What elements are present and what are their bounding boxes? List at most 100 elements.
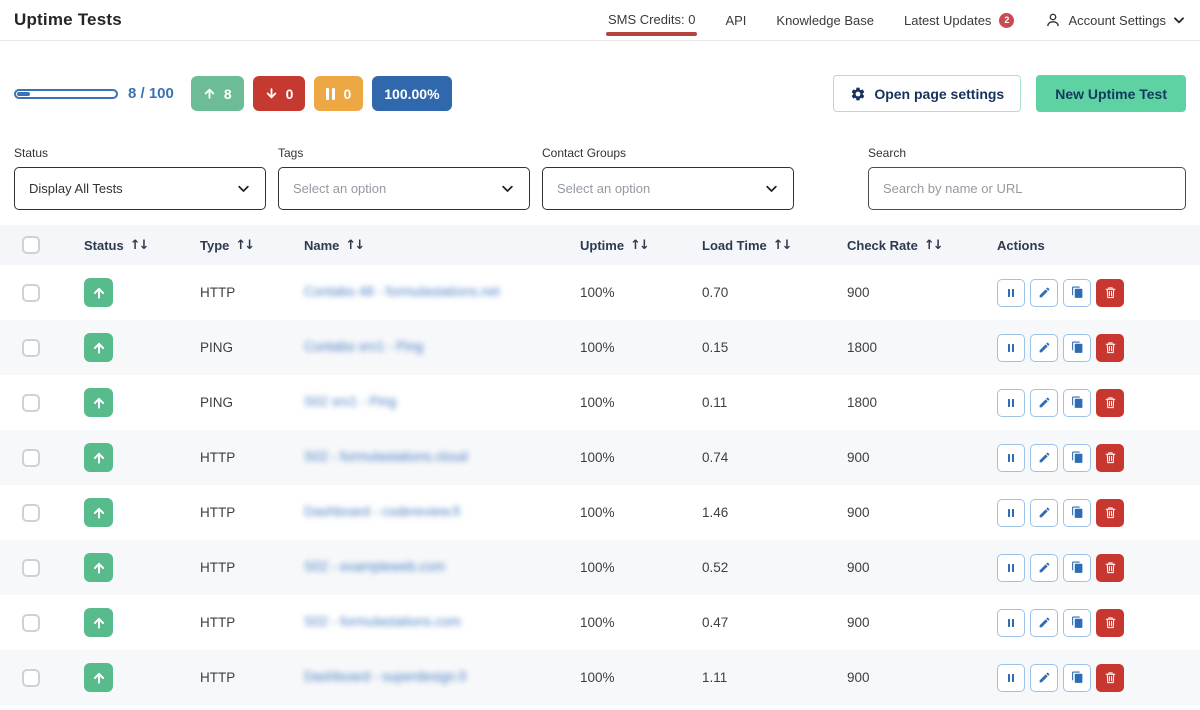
new-uptime-test-button[interactable]: New Uptime Test [1036,75,1186,112]
row-checkbox[interactable] [22,283,40,302]
test-type: HTTP [200,560,236,575]
column-header-check-rate[interactable]: Check Rate ↑↓ [847,237,944,253]
row-checkbox[interactable] [22,338,40,357]
edit-test-button[interactable] [1030,278,1058,307]
copy-icon [1071,396,1082,408]
column-header-type[interactable]: Type ↑↓ [200,237,255,253]
test-name-link[interactable]: S02 srv1 - Ping [304,393,397,409]
pause-test-button[interactable] [997,498,1025,527]
arrow-up-icon [93,287,104,299]
status-up-badge[interactable] [84,388,113,417]
search-input[interactable] [868,167,1186,210]
delete-test-button[interactable] [1096,388,1124,417]
status-filter-label: Status [14,146,49,160]
copy-test-button[interactable] [1063,553,1091,582]
test-uptime: 100% [580,670,615,685]
nav-sms-credits[interactable]: SMS Credits: 0 [606,11,698,36]
edit-icon [1039,452,1049,463]
column-header-name[interactable]: Name ↑↓ [304,237,365,253]
column-header-load-time[interactable]: Load Time ↑↓ [702,237,793,253]
pause-test-button[interactable] [997,443,1025,472]
edit-test-button[interactable] [1030,443,1058,472]
copy-test-button[interactable] [1063,443,1091,472]
copy-icon [1071,341,1082,353]
edit-test-button[interactable] [1030,608,1058,637]
status-filter-select[interactable]: Display All Tests [14,167,266,210]
uptime-percent: 100.00% [384,85,440,102]
delete-test-button[interactable] [1096,663,1124,692]
row-actions [985,443,1188,472]
nav-latest-updates[interactable]: Latest Updates 2 [904,12,1015,28]
row-checkbox[interactable] [22,668,40,687]
copy-test-button[interactable] [1063,278,1091,307]
column-header-status[interactable]: Status ↑↓ [84,237,150,253]
nav-api[interactable]: API [725,12,747,28]
column-header-uptime[interactable]: Uptime ↑↓ [580,237,650,253]
edit-test-button[interactable] [1030,498,1058,527]
tags-filter-select[interactable]: Select an option [278,167,530,210]
uptime-tests-table: Status ↑↓ Type ↑↓ Name ↑↓ Uptime ↑↓ Load… [0,225,1200,705]
status-up-badge[interactable] [84,663,113,692]
status-up-badge[interactable] [84,553,113,582]
test-name-link[interactable]: S02 - formulastations.cloud [304,448,468,464]
test-name-link[interactable]: Contabo srv1 - Ping [304,338,424,354]
delete-test-button[interactable] [1096,553,1124,582]
sort-icon: ↑↓ [235,237,255,253]
down-tests-badge[interactable]: 0 [252,76,306,111]
select-all-checkbox[interactable] [22,236,40,254]
test-name-link[interactable]: Contabo 48 - formulastations.net [304,283,500,299]
pause-test-button[interactable] [997,278,1025,307]
row-checkbox[interactable] [22,393,40,412]
status-up-badge[interactable] [84,278,113,307]
status-up-badge[interactable] [84,498,113,527]
status-up-badge[interactable] [84,443,113,472]
test-load-time: 0.52 [702,560,729,575]
edit-test-button[interactable] [1030,553,1058,582]
delete-icon [1105,342,1115,354]
delete-test-button[interactable] [1096,333,1124,362]
delete-icon [1105,452,1115,464]
test-name-link[interactable]: S02 - formulastations.com [304,613,461,629]
row-checkbox[interactable] [22,613,40,632]
row-checkbox[interactable] [22,558,40,577]
copy-test-button[interactable] [1063,333,1091,362]
pause-test-button[interactable] [997,388,1025,417]
quota-progress-bar [14,88,118,99]
copy-test-button[interactable] [1063,608,1091,637]
copy-test-button[interactable] [1063,498,1091,527]
open-page-settings-button[interactable]: Open page settings [833,75,1022,112]
delete-test-button[interactable] [1096,443,1124,472]
edit-test-button[interactable] [1030,333,1058,362]
pause-test-button[interactable] [997,608,1025,637]
quota-text: 8 / 100 [128,85,174,102]
test-load-time: 0.11 [702,395,728,410]
edit-test-button[interactable] [1030,663,1058,692]
edit-test-button[interactable] [1030,388,1058,417]
copy-test-button[interactable] [1063,388,1091,417]
nav-account-settings[interactable]: Account Settings [1044,11,1186,29]
status-up-badge[interactable] [84,608,113,637]
uptime-percent-badge[interactable]: 100.00% [372,76,452,111]
pause-icon [1008,563,1014,572]
up-tests-badge[interactable]: 8 [190,76,244,111]
test-type: PING [200,395,234,410]
row-checkbox[interactable] [22,503,40,522]
delete-test-button[interactable] [1096,498,1124,527]
delete-test-button[interactable] [1096,278,1124,307]
status-up-badge[interactable] [84,333,113,362]
delete-test-button[interactable] [1096,608,1124,637]
nav-knowledge-base[interactable]: Knowledge Base [776,12,874,28]
contact-groups-filter-select[interactable]: Select an option [542,167,794,210]
row-actions [985,278,1188,307]
pause-test-button[interactable] [997,333,1025,362]
test-name-link[interactable]: Dashboard - superdesign.fi [304,668,467,684]
column-header-actions: Actions [997,237,1045,253]
test-name-link[interactable]: S02 - exampleweb.com [304,558,446,574]
copy-test-button[interactable] [1063,663,1091,692]
test-name-link[interactable]: Dashboard - codereview.fi [304,503,461,519]
pause-test-button[interactable] [997,553,1025,582]
paused-tests-badge[interactable]: 0 [314,76,364,111]
chevron-down-icon [238,185,249,192]
pause-test-button[interactable] [997,663,1025,692]
row-checkbox[interactable] [22,448,40,467]
